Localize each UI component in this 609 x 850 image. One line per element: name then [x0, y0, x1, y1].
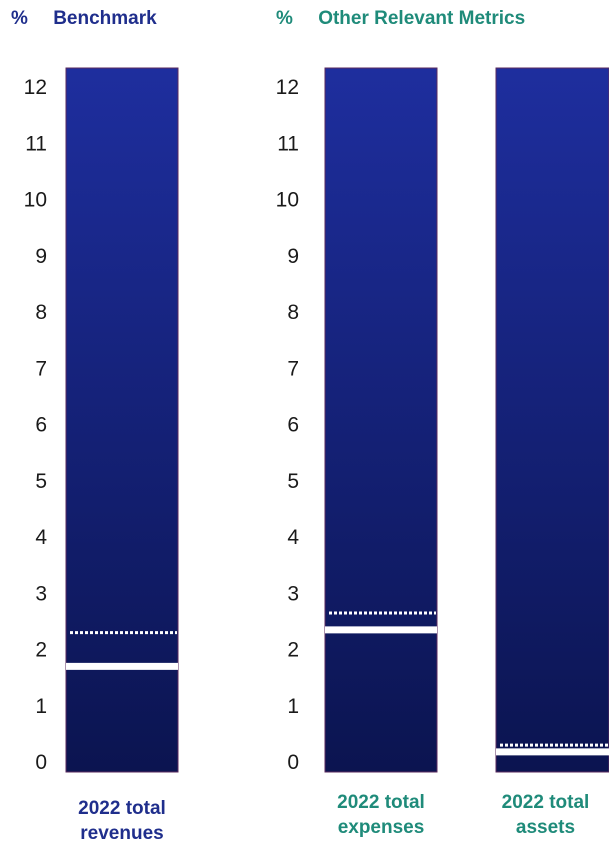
bar-label-assets: 2022 total assets: [482, 790, 609, 840]
y-tick-label: 8: [287, 301, 299, 324]
y-tick-label: 7: [35, 357, 47, 380]
benchmark-percent-label: %: [11, 8, 28, 29]
other-metrics-title: Other Relevant Metrics: [318, 8, 526, 29]
bar-label-revenues-line2: revenues: [80, 823, 164, 844]
benchmark-header: % Benchmark: [11, 6, 157, 32]
bar-label-assets-line1: 2022 total: [501, 792, 590, 813]
y-tick-label: 10: [276, 189, 299, 212]
bar-label-expenses-line2: expenses: [337, 817, 425, 838]
y-tick-label: 0: [287, 751, 299, 774]
y-tick-label: 7: [287, 357, 299, 380]
bar-assets: [495, 67, 609, 773]
y-tick-label: 5: [35, 470, 47, 493]
bar-label-expenses: 2022 total expenses: [311, 790, 451, 840]
y-tick-label: 0: [35, 751, 47, 774]
y-tick-label: 4: [287, 526, 299, 549]
y-tick-label: 12: [24, 76, 47, 99]
y-tick-label: 3: [287, 582, 299, 605]
bar-expenses: [324, 67, 438, 773]
y-tick-label: 6: [35, 414, 47, 437]
y-tick-label: 2: [287, 639, 299, 662]
y-tick-label: 2: [35, 639, 47, 662]
y-tick-label: 9: [287, 245, 299, 268]
bar-label-assets-line2: assets: [515, 817, 576, 838]
y-tick-label: 11: [277, 132, 299, 155]
other-metrics-header: % Other Relevant Metrics: [276, 6, 525, 32]
y-tick-label: 9: [35, 245, 47, 268]
bar-revenues: [65, 67, 179, 773]
y-tick-label: 6: [287, 414, 299, 437]
y-tick-label: 10: [24, 189, 47, 212]
y-tick-label: 4: [35, 526, 47, 549]
y-tick-label: 1: [287, 695, 299, 718]
y-tick-label: 8: [35, 301, 47, 324]
y-tick-label: 3: [35, 582, 47, 605]
other-metrics-percent-label: %: [276, 8, 293, 29]
y-tick-label: 11: [25, 132, 47, 155]
y-tick-label: 1: [35, 695, 47, 718]
bar-label-expenses-line1: 2022 total: [337, 792, 425, 813]
y-tick-label: 5: [287, 470, 299, 493]
bar-label-revenues: 2022 total revenues: [52, 796, 192, 846]
benchmark-title: Benchmark: [53, 8, 157, 29]
y-tick-label: 12: [276, 76, 299, 99]
bar-label-revenues-line1: 2022 total: [78, 798, 166, 819]
